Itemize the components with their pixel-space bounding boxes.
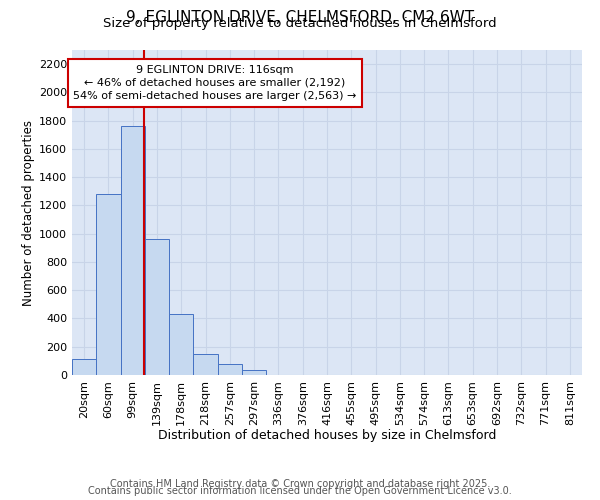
Bar xyxy=(218,364,242,375)
Bar xyxy=(193,354,218,375)
Text: Contains HM Land Registry data © Crown copyright and database right 2025.: Contains HM Land Registry data © Crown c… xyxy=(110,479,490,489)
Bar xyxy=(145,240,169,375)
Bar xyxy=(121,126,145,375)
Text: Contains public sector information licensed under the Open Government Licence v3: Contains public sector information licen… xyxy=(88,486,512,496)
Y-axis label: Number of detached properties: Number of detached properties xyxy=(22,120,35,306)
Bar xyxy=(72,360,96,375)
X-axis label: Distribution of detached houses by size in Chelmsford: Distribution of detached houses by size … xyxy=(158,429,496,442)
Text: 9 EGLINTON DRIVE: 116sqm
← 46% of detached houses are smaller (2,192)
54% of sem: 9 EGLINTON DRIVE: 116sqm ← 46% of detach… xyxy=(73,64,356,101)
Bar xyxy=(242,370,266,375)
Bar xyxy=(96,194,121,375)
Text: Size of property relative to detached houses in Chelmsford: Size of property relative to detached ho… xyxy=(103,18,497,30)
Bar xyxy=(169,314,193,375)
Text: 9, EGLINTON DRIVE, CHELMSFORD, CM2 6WT: 9, EGLINTON DRIVE, CHELMSFORD, CM2 6WT xyxy=(126,10,474,25)
